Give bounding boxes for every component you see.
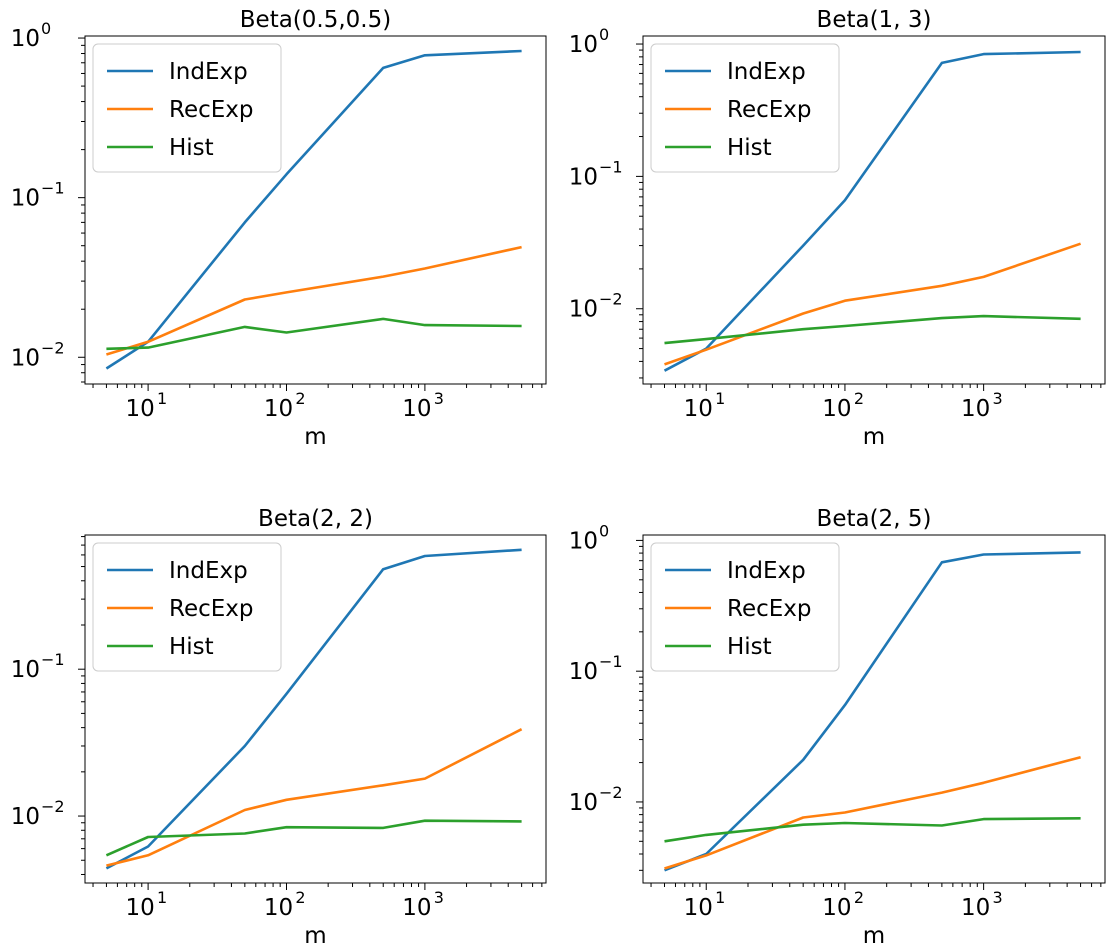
x-tick-label-exponent: 1 (715, 888, 725, 907)
legend-label-indexp: IndExp (169, 59, 248, 85)
series-line-hist (105, 819, 522, 857)
series-line-hist (664, 314, 1081, 345)
x-tick-label-exponent: 2 (854, 389, 864, 408)
y-tick-label-exponent: −2 (41, 797, 65, 816)
x-tick-label-exponent: 2 (295, 888, 305, 907)
legend: IndExp RecExp Hist (650, 542, 840, 672)
x-axis-label: m (304, 923, 326, 949)
legend-label-hist: Hist (169, 634, 214, 660)
x-tick-label: 10 (402, 895, 431, 921)
y-tick-label: 10 (569, 297, 598, 323)
series-line-recexp (664, 755, 1081, 870)
y-tick-label-exponent: −1 (599, 157, 623, 176)
y-tick-label: 10 (569, 659, 598, 685)
axes-frame (642, 534, 1106, 884)
series-line-recexp (664, 242, 1082, 366)
x-tick-label: 10 (125, 396, 154, 422)
x-tick-label: 10 (961, 396, 990, 422)
y-tick-label: 10 (11, 657, 40, 683)
x-tick-label: 10 (402, 396, 431, 422)
legend-box (92, 43, 282, 173)
y-tick-label-exponent: −1 (599, 652, 623, 671)
subplot-title: Beta(2, 2) (258, 506, 373, 532)
y-tick-label-exponent: −1 (41, 650, 65, 669)
legend-label-recexp: RecExp (169, 596, 254, 622)
legend: IndExp RecExp Hist (92, 43, 282, 173)
legend: IndExp RecExp Hist (650, 43, 840, 173)
y-tick-label-exponent: 0 (41, 19, 51, 38)
y-tick-label: 10 (11, 26, 40, 52)
x-axis-label: m (304, 424, 326, 450)
y-tick-label: 10 (569, 790, 598, 816)
legend-label-hist: Hist (727, 135, 772, 161)
x-tick-label: 10 (264, 895, 293, 921)
x-tick-label: 10 (264, 396, 293, 422)
x-tick-label: 10 (822, 895, 851, 921)
legend-label-recexp: RecExp (169, 97, 254, 123)
legend-box (650, 542, 840, 672)
legend-label-recexp: RecExp (727, 596, 812, 622)
subplot-title: Beta(1, 3) (817, 7, 932, 33)
x-tick-label-exponent: 1 (157, 389, 167, 408)
legend-label-hist: Hist (727, 634, 772, 660)
y-tick-label-exponent: −2 (599, 783, 623, 802)
y-tick-label: 10 (11, 804, 40, 830)
axes-frame (642, 35, 1106, 385)
y-tick-label: 10 (569, 32, 598, 58)
series-line-indexp (664, 551, 1081, 872)
series-line-recexp (106, 728, 523, 867)
y-tick-label-exponent: −1 (41, 179, 65, 198)
subplot-title: Beta(0.5,0.5) (240, 7, 391, 33)
y-tick-label-exponent: −2 (41, 338, 65, 357)
series-line-recexp (106, 245, 522, 356)
subplot-4: 10 1 10 2 10 310 −210 −110 0 Beta(2, 5)mIndExpRec… (569, 506, 1106, 949)
legend-label-recexp: RecExp (727, 97, 812, 123)
x-tick-label: 10 (684, 396, 713, 422)
x-tick-label-exponent: 3 (993, 389, 1003, 408)
x-tick-label-exponent: 3 (434, 888, 444, 907)
legend-label-indexp: IndExp (727, 59, 806, 85)
legend: IndExp RecExp Hist (92, 542, 282, 672)
subplot-1: 10 1 10 2 10 310 −210 −110 0 Beta(0.5,0.5)mIndExp… (11, 7, 547, 450)
x-tick-label-exponent: 3 (434, 389, 444, 408)
x-tick-label: 10 (822, 396, 851, 422)
series-line-hist (664, 817, 1081, 843)
series-line-hist (106, 317, 522, 351)
legend-box (650, 43, 840, 173)
y-tick-label: 10 (569, 164, 598, 190)
legend-box (92, 542, 282, 672)
x-axis-label: m (863, 424, 885, 450)
y-tick-label-exponent: −2 (599, 290, 623, 309)
x-tick-label-exponent: 2 (854, 888, 864, 907)
y-tick-label-exponent: 0 (599, 521, 609, 540)
y-tick-label: 10 (11, 186, 40, 212)
subplot-title: Beta(2, 5) (817, 506, 932, 532)
x-tick-label-exponent: 2 (295, 389, 305, 408)
axes-frame (84, 534, 547, 884)
legend-label-indexp: IndExp (727, 558, 806, 584)
axes-frame (84, 35, 547, 385)
x-tick-label-exponent: 1 (715, 389, 725, 408)
x-tick-label: 10 (684, 895, 713, 921)
y-tick-label: 10 (11, 345, 40, 371)
y-tick-label-exponent: 0 (599, 25, 609, 44)
y-tick-label: 10 (569, 528, 598, 554)
x-tick-label: 10 (961, 895, 990, 921)
x-tick-label-exponent: 1 (157, 888, 167, 907)
legend-label-hist: Hist (169, 135, 214, 161)
legend-label-indexp: IndExp (169, 558, 248, 584)
x-tick-label: 10 (125, 895, 154, 921)
x-tick-label-exponent: 3 (993, 888, 1003, 907)
series-line-indexp (105, 548, 522, 870)
x-axis-label: m (863, 923, 885, 949)
